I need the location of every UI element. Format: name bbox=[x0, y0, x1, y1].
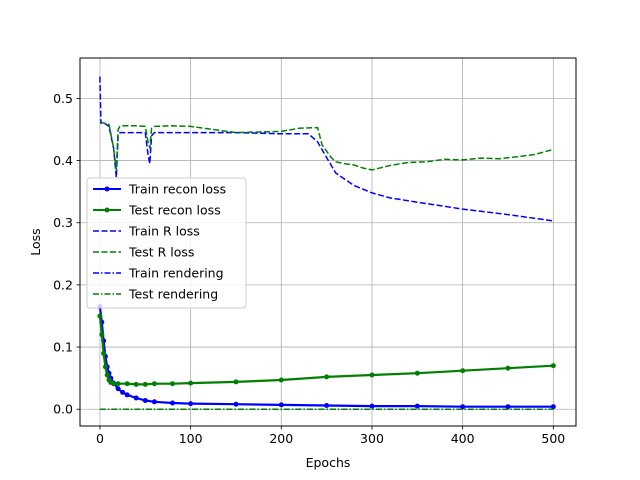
legend-label: Train R loss bbox=[128, 224, 200, 239]
data-point bbox=[414, 370, 420, 376]
data-point bbox=[324, 403, 330, 408]
data-point bbox=[142, 381, 148, 387]
data-point bbox=[124, 381, 130, 387]
data-point bbox=[133, 381, 139, 387]
data-point bbox=[111, 381, 117, 387]
data-point bbox=[142, 398, 148, 403]
data-point bbox=[115, 381, 121, 387]
data-point bbox=[170, 400, 175, 406]
data-point bbox=[120, 389, 126, 395]
series-line bbox=[99, 76, 554, 222]
legend-entry: Train rendering bbox=[93, 266, 224, 281]
y-tick-label: 0.3 bbox=[53, 215, 73, 230]
x-tick-label: 100 bbox=[179, 431, 203, 446]
data-point bbox=[99, 332, 105, 338]
axes-frame bbox=[79, 57, 577, 427]
legend-label: Test R loss bbox=[128, 245, 194, 260]
x-tick-label: 400 bbox=[451, 431, 475, 446]
data-point bbox=[324, 374, 330, 380]
legend-entry: Test R loss bbox=[93, 245, 194, 260]
data-point bbox=[460, 368, 466, 374]
data-point bbox=[233, 379, 239, 385]
y-tick-label: 0.0 bbox=[53, 402, 73, 417]
series-3 bbox=[99, 76, 554, 222]
data-point bbox=[414, 403, 420, 409]
data-point bbox=[460, 404, 466, 410]
x-axis-label: Epochs bbox=[306, 455, 351, 470]
x-tick-label: 500 bbox=[541, 431, 565, 446]
data-point bbox=[188, 380, 194, 386]
ticks: 0 100 200 300 400 500 0.0 0.1 0.2 0.3 0.4 0.5 bbox=[53, 91, 565, 446]
x-tick-label: 200 bbox=[269, 431, 293, 446]
data-point bbox=[369, 403, 375, 409]
y-axis-label: Loss bbox=[28, 228, 43, 255]
legend-label: Train recon loss bbox=[128, 182, 226, 197]
data-point bbox=[278, 377, 284, 383]
data-point bbox=[505, 365, 511, 371]
data-point bbox=[151, 399, 157, 405]
data-point bbox=[170, 381, 175, 387]
data-point bbox=[188, 401, 194, 407]
legend-marker bbox=[104, 186, 110, 192]
data-point bbox=[550, 363, 556, 369]
y-tick-label: 0.4 bbox=[53, 153, 73, 168]
data-point bbox=[550, 404, 556, 410]
data-point bbox=[97, 313, 103, 319]
data-point bbox=[151, 381, 157, 387]
series-2 bbox=[97, 313, 556, 387]
data-point bbox=[104, 372, 110, 378]
legend-marker bbox=[104, 207, 110, 213]
series-4 bbox=[99, 121, 554, 171]
data-point bbox=[278, 402, 284, 408]
legend-entry: Train R loss bbox=[93, 224, 200, 239]
data-point bbox=[102, 364, 108, 370]
legend-entry: Test rendering bbox=[93, 287, 218, 302]
legend-entry: Test recon loss bbox=[93, 203, 221, 218]
x-tick-label: 0 bbox=[96, 431, 104, 446]
y-tick-label: 0.2 bbox=[53, 277, 73, 292]
legend-box bbox=[86, 177, 247, 309]
data-point bbox=[115, 386, 121, 392]
legend-entry: Train recon loss bbox=[93, 182, 226, 197]
y-tick-label: 0.1 bbox=[53, 340, 73, 355]
legend-label: Test recon loss bbox=[128, 203, 221, 218]
data-point bbox=[233, 401, 239, 407]
data-point bbox=[505, 404, 511, 410]
legend-label: Train rendering bbox=[128, 266, 224, 281]
legend: Train recon loss Test recon loss Train R l… bbox=[86, 177, 247, 309]
data-point bbox=[369, 372, 375, 378]
data-point bbox=[124, 392, 130, 398]
data-point bbox=[101, 350, 107, 356]
series-line bbox=[99, 121, 554, 171]
series-layer bbox=[97, 76, 556, 410]
data-point bbox=[133, 395, 139, 401]
legend-label: Test rendering bbox=[128, 287, 218, 302]
x-tick-label: 300 bbox=[360, 431, 384, 446]
y-tick-label: 0.5 bbox=[53, 91, 73, 106]
